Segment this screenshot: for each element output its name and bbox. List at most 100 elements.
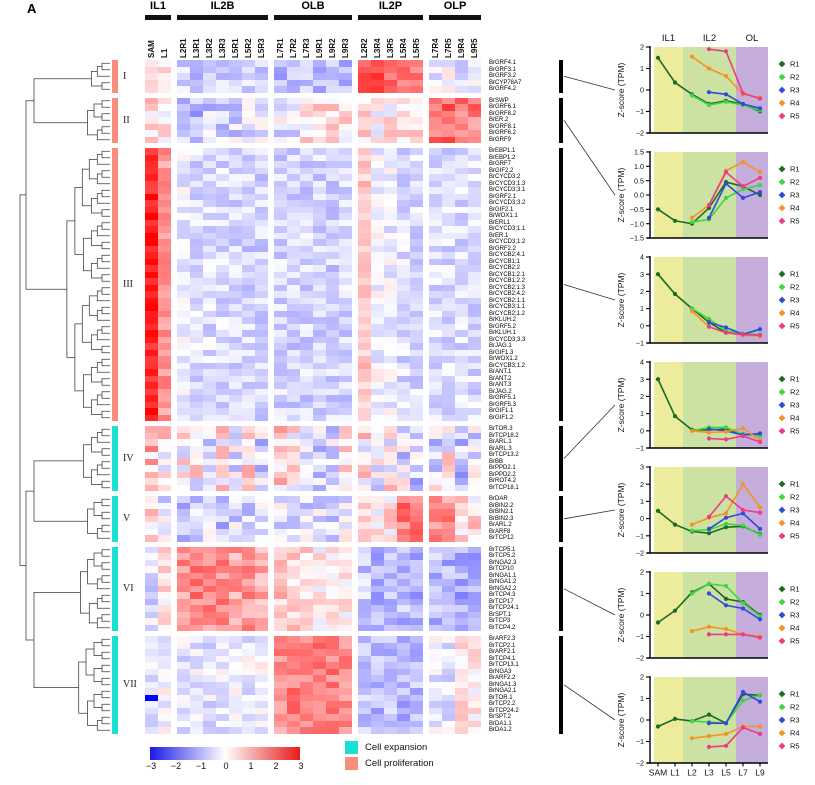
heatmap-cell: [203, 528, 216, 535]
heatmap-cell: [177, 73, 190, 80]
heatmap-cell: [442, 478, 455, 485]
heatmap-cell: [358, 258, 371, 265]
gene-label: BrTCP18.1: [489, 484, 519, 491]
heatmap-cell: [145, 356, 158, 363]
heatmap-cell: [468, 509, 481, 516]
heatmap-cell: [384, 559, 397, 566]
heatmap-cell: [339, 86, 352, 93]
heatmap-cell: [242, 502, 255, 509]
heatmap-cell: [384, 167, 397, 174]
heatmap-cell: [203, 167, 216, 174]
heatmap-cell: [326, 232, 339, 239]
legend-marker-R3: [778, 611, 786, 619]
heatmap-cell: [177, 193, 190, 200]
heatmap-cell: [274, 535, 287, 542]
heatmap-cell: [274, 123, 287, 130]
heatmap-cell: [442, 200, 455, 207]
heatmap-cell: [145, 559, 158, 566]
data-point-R5: [723, 743, 729, 748]
data-point-R3: [723, 325, 729, 330]
heatmap-cell: [255, 662, 268, 669]
heatmap-cell: [216, 187, 229, 194]
heatmap-cell: [326, 528, 339, 535]
heatmap-cell: [300, 701, 313, 708]
data-point-R4: [689, 215, 695, 220]
heatmap-cell: [242, 369, 255, 376]
data-point-R2: [757, 532, 763, 538]
y-tick-label: 1.5: [634, 148, 644, 157]
heatmap-cell: [455, 465, 468, 472]
heatmap-cell: [429, 187, 442, 194]
heatmap-cell: [410, 382, 423, 389]
y-tick-label: −2: [636, 129, 644, 138]
heatmap-cell: [442, 97, 455, 104]
heatmap-cell: [229, 471, 242, 478]
heatmap-cell: [468, 66, 481, 73]
heatmap-cell: [145, 136, 158, 143]
data-point-R5: [706, 202, 712, 208]
heatmap-cell: [397, 117, 410, 124]
heatmap-cell: [255, 598, 268, 605]
heatmap-cell: [326, 271, 339, 278]
heatmap-cell: [216, 592, 229, 599]
heatmap-cell: [255, 572, 268, 579]
heatmap-cell: [203, 232, 216, 239]
gene-label: BrWOX1.1: [489, 213, 518, 219]
heatmap-cell: [203, 484, 216, 491]
heatmap-cell: [177, 655, 190, 662]
heatmap-cell: [313, 502, 326, 509]
heatmap-cell: [384, 439, 397, 446]
heatmap-cell: [158, 271, 171, 278]
heatmap-cell: [326, 349, 339, 356]
heatmap-cell: [216, 310, 229, 317]
heatmap-cell: [371, 219, 384, 226]
heatmap-cell: [145, 66, 158, 73]
heatmap-cell: [358, 522, 371, 529]
heatmap-cell: [158, 707, 171, 714]
heatmap-column-label: L3R1: [192, 38, 201, 58]
legend-label-R1: R1: [790, 480, 800, 489]
heatmap-cell: [229, 605, 242, 612]
heatmap-cell: [145, 232, 158, 239]
heatmap-cell: [410, 535, 423, 542]
heatmap-cell: [384, 605, 397, 612]
heatmap-cell: [300, 694, 313, 701]
gene-label: BrTCP12: [489, 535, 514, 541]
heatmap-cell: [358, 375, 371, 382]
heatmap-cell: [442, 592, 455, 599]
heatmap-cell: [371, 174, 384, 181]
heatmap-cell: [190, 343, 203, 350]
region-label: IL1: [662, 33, 675, 44]
y-axis-label: Z-score (TPM): [616, 587, 626, 642]
gene-label: BrGIF1.1: [489, 408, 514, 414]
heatmap-cell: [358, 310, 371, 317]
heatmap-cell: [313, 522, 326, 529]
heatmap-cell: [255, 213, 268, 220]
heatmap-cell: [358, 200, 371, 207]
heatmap-cell: [455, 642, 468, 649]
heatmap-cell: [339, 200, 352, 207]
heatmap-cell: [229, 193, 242, 200]
heatmap-cell: [300, 592, 313, 599]
heatmap-cell: [358, 605, 371, 612]
heatmap-cell: [158, 213, 171, 220]
heatmap-cell: [313, 252, 326, 259]
heatmap-cell: [313, 258, 326, 265]
heatmap-cell: [229, 265, 242, 272]
heatmap-cell: [326, 167, 339, 174]
heatmap-cell: [339, 278, 352, 285]
heatmap-cell: [255, 304, 268, 311]
x-tick-label: L7: [738, 768, 748, 778]
heatmap-cell: [455, 349, 468, 356]
gene-label: BrCYCB1;1: [489, 258, 521, 265]
heatmap-cell: [455, 566, 468, 573]
heatmap-cell: [442, 585, 455, 592]
heatmap-cell: [397, 356, 410, 363]
heatmap-cell: [145, 408, 158, 415]
heatmap-cell: [371, 161, 384, 168]
heatmap-cell: [287, 496, 300, 503]
heatmap-cell: [339, 382, 352, 389]
band-OL: [736, 257, 768, 343]
heatmap-cell: [339, 496, 352, 503]
heatmap-cell: [455, 559, 468, 566]
